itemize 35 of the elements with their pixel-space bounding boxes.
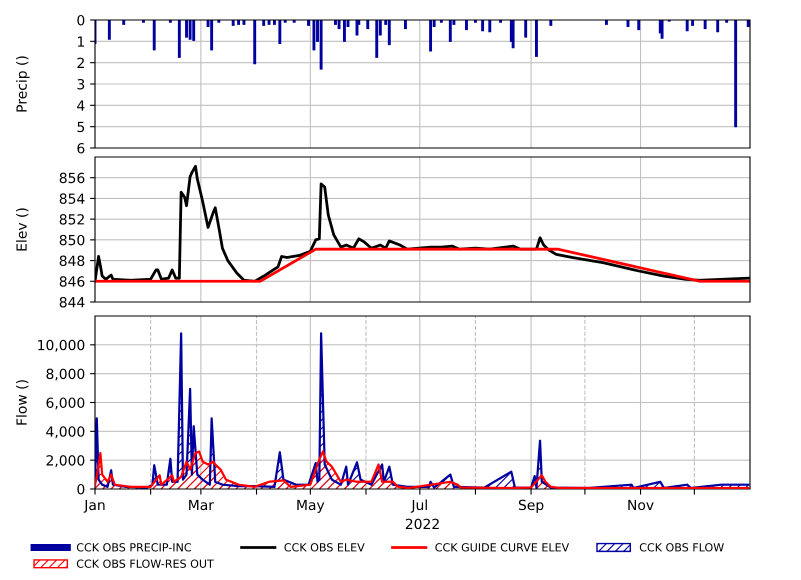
y-tick-label: 8,000 bbox=[46, 368, 84, 381]
y-tick-label: 2,000 bbox=[46, 455, 84, 468]
x-tick-label: Jul bbox=[410, 499, 427, 513]
y-tick-label: 846 bbox=[60, 276, 84, 287]
y-tick-label: 5 bbox=[78, 122, 84, 132]
y-axis-title: Precip () bbox=[16, 56, 30, 112]
x-tick-label: Sep bbox=[518, 500, 544, 513]
y-tick-label: 848 bbox=[60, 256, 84, 266]
y-tick-label: 854 bbox=[60, 193, 84, 204]
y-tick-label: 852 bbox=[60, 214, 84, 225]
y-tick-label: 850 bbox=[60, 234, 84, 246]
x-tick-label: Jan bbox=[84, 500, 105, 513]
legend-label: CCK OBS FLOW bbox=[640, 543, 724, 552]
y-tick-label: 4 bbox=[77, 100, 84, 111]
x-tick-label: Mar bbox=[189, 500, 214, 510]
x-axis-title: 2022 bbox=[406, 518, 439, 530]
y-tick-label: 10,000 bbox=[38, 340, 84, 352]
x-tick-label: Nov bbox=[628, 500, 654, 510]
x-tick-label: May bbox=[297, 500, 324, 513]
y-tick-label: 856 bbox=[60, 172, 84, 184]
y-tick-label: 2 bbox=[77, 58, 84, 68]
legend-label: CCK OBS ELEV bbox=[284, 543, 365, 552]
legend-label: CCK OBS FLOW-RES OUT bbox=[76, 559, 214, 568]
y-tick-label: 3 bbox=[78, 78, 84, 90]
legend-label: CCK OBS PRECIP-INC bbox=[76, 543, 192, 552]
y-tick-label: 6 bbox=[77, 142, 84, 154]
y-axis-title: Flow () bbox=[16, 380, 28, 425]
y-tick-label: 6,000 bbox=[46, 397, 84, 410]
y-tick-label: 0 bbox=[77, 484, 84, 494]
y-tick-label: 0 bbox=[77, 14, 84, 26]
y-tick-label: 4,000 bbox=[46, 426, 84, 438]
y-tick-label: 844 bbox=[60, 296, 84, 308]
legend-label: CCK GUIDE CURVE ELEV bbox=[435, 543, 570, 552]
y-axis-title: Elev () bbox=[16, 208, 28, 250]
y-tick-label: 1 bbox=[78, 36, 84, 47]
